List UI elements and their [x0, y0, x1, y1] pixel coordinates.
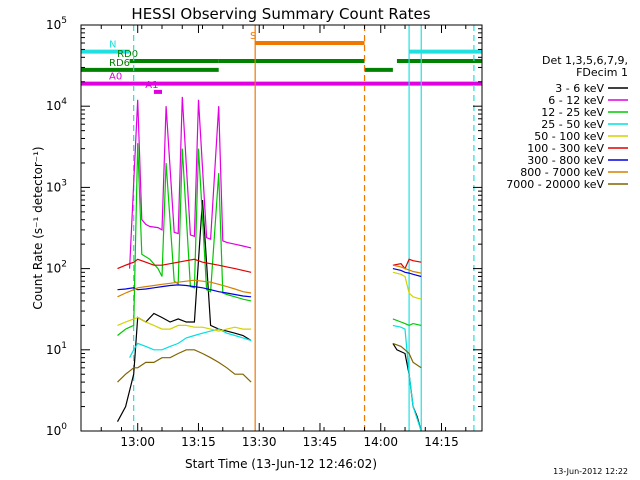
y-tick-label: 101 — [46, 341, 67, 357]
y-tick-label: 100 — [46, 422, 67, 438]
series-line-3-6-kev-0 — [116, 199, 252, 422]
x-tick-label: 13:15 — [181, 435, 216, 449]
y-tick-label: 103 — [46, 178, 67, 194]
series-line-800-7000-kev-1 — [392, 264, 422, 274]
series-line-300-800-kev-1 — [392, 268, 422, 278]
x-tick-label: 14:15 — [424, 435, 459, 449]
series-line-6-12-kev-0 — [129, 96, 252, 269]
data-series — [116, 96, 422, 432]
series-line-800-7000-kev-0 — [117, 279, 252, 298]
legend-label-12-25-kev: 12 - 25 keV — [541, 106, 604, 119]
legend-header-line-1: Det 1,3,5,6,7,9, — [542, 54, 628, 67]
flag-label-a1: A1 — [145, 80, 158, 91]
series-line-100-300-kev-0 — [117, 258, 252, 273]
series-line-12-25-kev-0 — [117, 143, 252, 336]
legend-label-800-7000-kev: 800 - 7000 keV — [520, 166, 604, 179]
legend-label-100-300-kev: 100 - 300 keV — [527, 142, 604, 155]
series-line-300-800-kev-0 — [117, 284, 252, 298]
y-axis-ticks: 100 101 102 103 104 105 — [46, 16, 482, 438]
flag-label-rd6: RD6 — [109, 58, 130, 69]
x-axis-label: Start Time (13-Jun-12 12:46:02) — [185, 457, 377, 471]
flag-label-s: S — [250, 31, 256, 42]
flag-label-rd0: RD0 — [117, 49, 138, 60]
y-tick-label: 102 — [46, 260, 67, 276]
legend-label-300-800-kev: 300 - 800 keV — [527, 154, 604, 167]
x-tick-label: 14:00 — [363, 435, 398, 449]
y-tick-label: 105 — [46, 16, 67, 32]
series-line-50-100-kev-0 — [117, 316, 252, 332]
x-tick-label: 13:45 — [303, 435, 338, 449]
legend-header-line-2: FDecim 1 — [576, 66, 628, 79]
legend-label-3-6-kev: 3 - 6 keV — [555, 82, 604, 95]
flag-label-a0: A0 — [109, 72, 122, 83]
series-line-25-50-kev-0 — [129, 328, 252, 358]
x-tick-label: 13:30 — [242, 435, 277, 449]
plot-frame — [80, 24, 483, 432]
vertical-markers — [133, 25, 475, 431]
series-line-7000-20000-kev-0 — [117, 349, 252, 383]
x-tick-label: 13:00 — [120, 435, 155, 449]
series-line-50-100-kev-1 — [392, 271, 422, 300]
x-axis-ticks: 13:00 13:15 13:30 13:45 14:00 14:15 — [80, 25, 467, 449]
flag-label-n: N — [109, 40, 116, 51]
legend-label-6-12-kev: 6 - 12 keV — [548, 94, 604, 107]
legend-label-7000-20000-kev: 7000 - 20000 keV — [506, 178, 604, 191]
timestamp-label: 13-Jun-2012 12:22 — [553, 467, 628, 476]
legend-label-25-50-kev: 25 - 50 keV — [541, 118, 604, 131]
chart-title: HESSI Observing Summary Count Rates — [131, 5, 430, 23]
series-line-7000-20000-kev-1 — [392, 342, 422, 369]
series-line-12-25-kev-1 — [392, 318, 422, 327]
series-line-100-300-kev-1 — [392, 258, 422, 270]
y-tick-label: 104 — [46, 97, 67, 113]
legend-label-50-100-kev: 50 - 100 keV — [534, 130, 604, 143]
y-axis-label: Count Rate (s⁻¹ detector⁻¹) — [31, 146, 45, 309]
